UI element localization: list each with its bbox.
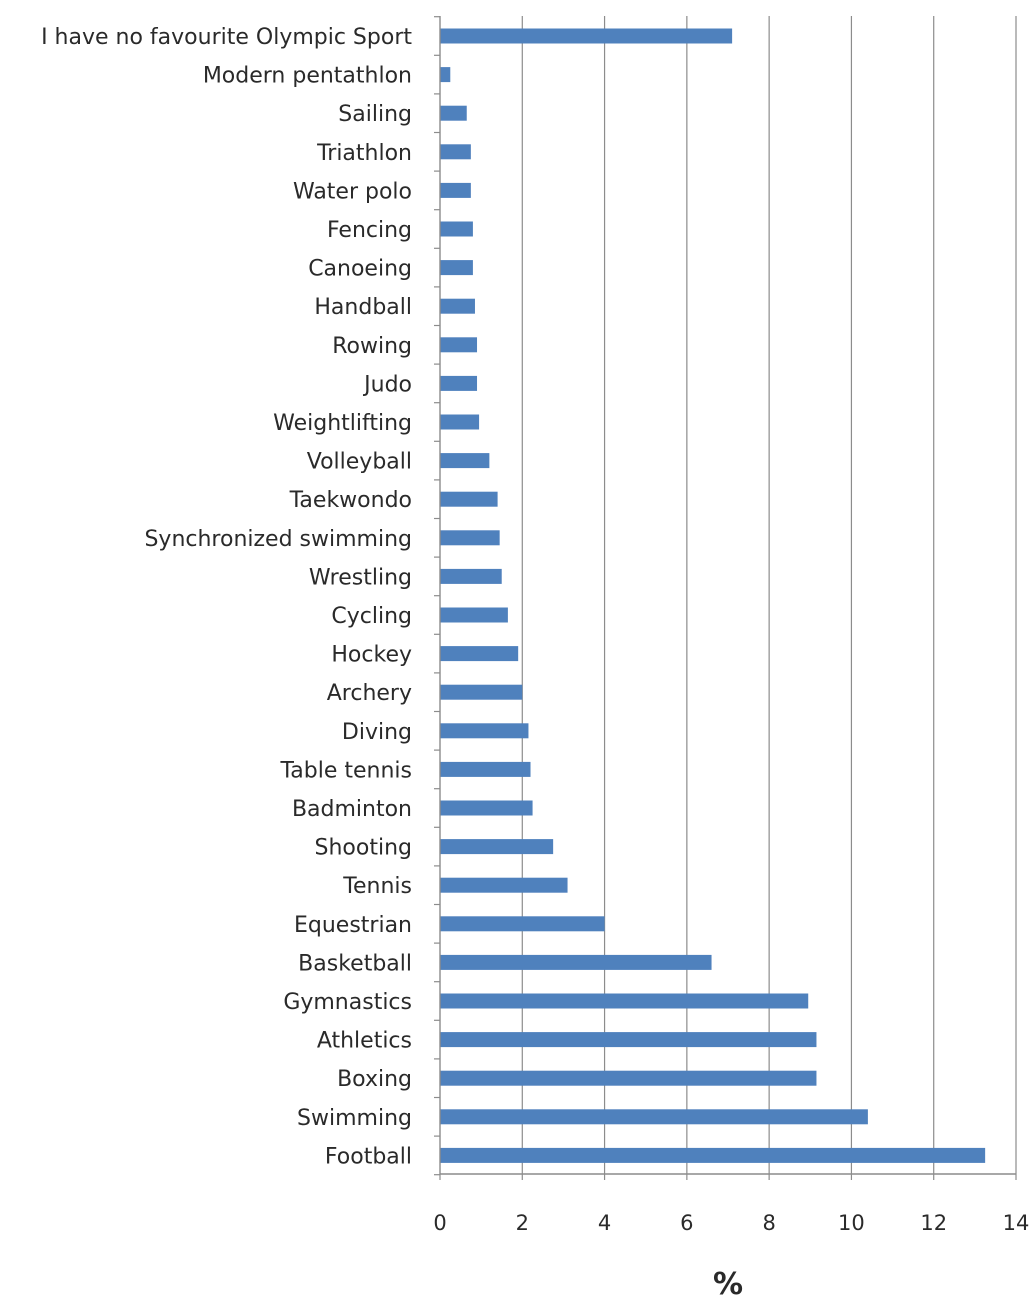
bar-4 [440,182,471,198]
bar-20 [440,800,533,816]
category-label-2: Sailing [338,102,412,127]
category-label-16: Hockey [331,643,412,668]
bar-0 [440,28,733,44]
category-label-28: Swimming [297,1106,412,1131]
bar-2 [440,105,467,121]
x-tick-label-12: 12 [920,1211,947,1235]
bar-22 [440,877,568,893]
bar-27 [440,1070,817,1086]
bar-6 [440,260,473,276]
category-label-26: Athletics [317,1029,412,1054]
bar-14 [440,568,502,584]
bar-3 [440,144,471,160]
bar-29 [440,1147,986,1163]
bar-5 [440,221,473,237]
category-label-8: Rowing [332,334,412,359]
bar-13 [440,530,500,546]
category-label-13: Synchronized swimming [144,527,412,552]
category-label-15: Cycling [331,604,412,629]
bars [440,28,986,1163]
grid-lines [521,16,1017,1174]
category-label-19: Table tennis [279,758,412,783]
category-label-24: Basketball [298,951,412,976]
category-label-7: Handball [314,295,412,320]
bar-28 [440,1109,868,1125]
x-tick-label-2: 2 [516,1211,529,1235]
x-tick-label-0: 0 [433,1211,446,1235]
category-label-12: Taekwondo [289,488,412,513]
bar-7 [440,298,475,314]
bar-25 [440,993,809,1009]
bar-15 [440,607,508,623]
bar-10 [440,414,480,430]
category-label-3: Triathlon [316,141,412,166]
category-label-22: Tennis [342,874,412,899]
category-label-9: Judo [362,372,412,397]
bar-11 [440,453,490,469]
bar-1 [440,67,451,83]
x-tick-label-10: 10 [838,1211,865,1235]
category-label-14: Wrestling [309,565,412,590]
bar-21 [440,839,554,855]
category-labels: I have no favourite Olympic Sport Modern … [41,25,412,1169]
category-label-0: I have no favourite Olympic Sport [41,25,412,50]
bar-12 [440,491,498,507]
bar-16 [440,646,519,662]
category-label-25: Gymnastics [283,990,412,1015]
category-label-27: Boxing [337,1067,412,1092]
category-label-1: Modern pentathlon [203,64,412,89]
category-label-10: Weightlifting [273,411,412,436]
bar-24 [440,954,712,970]
axes [434,16,1017,1180]
x-tick-labels: 0 2 4 6 8 10 12 14 [433,1211,1029,1235]
x-tick-label-14: 14 [1003,1211,1030,1235]
category-label-18: Diving [342,720,412,745]
category-label-6: Canoeing [308,257,412,282]
bar-18 [440,723,529,739]
category-label-17: Archery [327,681,412,706]
bar-9 [440,375,478,391]
bar-26 [440,1032,817,1048]
bar-19 [440,761,531,777]
x-tick-label-6: 6 [680,1211,693,1235]
bar-23 [440,916,605,932]
category-label-29: Football [325,1144,412,1169]
category-label-11: Volleyball [307,450,412,475]
category-label-20: Badminton [292,797,412,822]
x-tick-label-8: 8 [762,1211,775,1235]
category-label-5: Fencing [327,218,412,243]
x-axis-title: % [713,1267,743,1299]
bar-8 [440,337,478,353]
category-label-21: Shooting [315,836,412,861]
bar-17 [440,684,523,700]
category-label-4: Water polo [293,179,412,204]
category-label-23: Equestrian [294,913,412,938]
x-tick-label-4: 4 [598,1211,611,1235]
